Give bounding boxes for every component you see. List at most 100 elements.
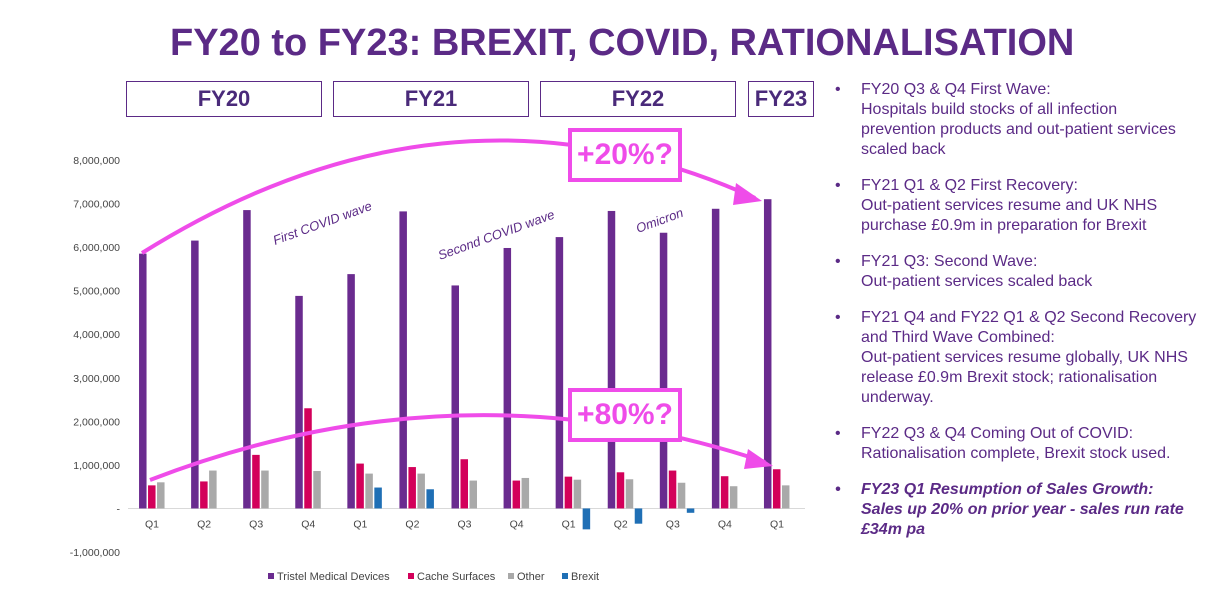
bar-other: [261, 470, 269, 509]
bar-tristel-medical-devices: [711, 208, 720, 509]
bar-brexit: [686, 508, 695, 513]
bar-other: [729, 486, 738, 509]
x-tick-label: Q2: [197, 518, 211, 530]
bar-other: [781, 485, 790, 509]
bullet-line: FY21 Q3: Second Wave:: [861, 253, 1038, 270]
bar-tristel-medical-devices: [295, 295, 303, 509]
y-tick-label: 5,000,000: [73, 286, 120, 298]
bar-other: [469, 480, 477, 509]
bullet-marker: •: [835, 481, 841, 498]
quarterly-sales-chart: -1,000,000-1,000,0002,000,0003,000,0004,…: [70, 138, 805, 583]
bar-other: [365, 473, 373, 509]
bar-tristel-medical-devices: [243, 210, 251, 509]
bullet-line: FY20 Q3 & Q4 First Wave:: [861, 81, 1051, 98]
x-tick-label: Q1: [145, 518, 159, 530]
bar-cache-surfaces: [564, 476, 573, 509]
annotation-omicron: Omicron: [634, 205, 685, 236]
bullet-line: Hospitals build stocks of all infection: [861, 101, 1118, 118]
y-tick-label: -1,000,000: [70, 547, 120, 559]
bar-other: [313, 470, 321, 509]
bar-other: [157, 482, 165, 509]
bullet-marker: •: [835, 425, 841, 442]
x-tick-label: Q4: [718, 518, 732, 530]
legend-label: Other: [517, 571, 545, 583]
x-tick-label: Q1: [353, 518, 367, 530]
bullet-marker: •: [835, 309, 841, 326]
commentary-bullet: • FY21 Q4 and FY22 Q1 & Q2 Second Recover…: [835, 308, 1220, 408]
bottom-arrowhead: [744, 449, 773, 469]
bar-cache-surfaces: [408, 467, 416, 509]
bar-tristel-medical-devices: [191, 240, 199, 509]
bar-tristel-medical-devices: [451, 285, 459, 509]
bar-cache-surfaces: [200, 481, 208, 509]
bullet-line: FY23 Q1 Resumption of Sales Growth:: [861, 481, 1154, 498]
callout-bottom: +80%?: [568, 388, 682, 442]
bar-brexit: [374, 487, 382, 509]
bullet-line: Rationalisation complete, Brexit stock u…: [861, 445, 1171, 462]
bullet-line: Out-patient services scaled back: [861, 273, 1093, 290]
y-tick-label: 7,000,000: [73, 199, 120, 211]
commentary-bullet: • FY22 Q3 & Q4 Coming Out of COVID: Ration…: [835, 424, 1220, 464]
legend-swatch: [562, 573, 568, 579]
bar-other: [625, 479, 634, 509]
y-tick-label: 8,000,000: [73, 155, 120, 167]
x-tick-label: Q1: [562, 518, 576, 530]
legend-swatch: [268, 573, 274, 579]
bar-cache-surfaces: [616, 472, 625, 509]
bar-tristel-medical-devices: [503, 247, 512, 509]
x-tick-label: Q3: [249, 518, 263, 530]
bar-cache-surfaces: [772, 469, 781, 509]
bar-cache-surfaces: [668, 470, 677, 509]
bar-brexit: [582, 508, 591, 530]
bullet-line: underway.: [861, 389, 934, 406]
bullet-line: prevention products and out-patient serv…: [861, 121, 1176, 138]
x-tick-label: Q3: [666, 518, 680, 530]
commentary-bullet: • FY23 Q1 Resumption of Sales Growth: Sale…: [835, 480, 1220, 540]
fy21-header: FY21: [333, 81, 529, 117]
x-tick-label: Q2: [614, 518, 628, 530]
bullet-line: release £0.9m Brexit stock; rationalisat…: [861, 369, 1158, 386]
commentary-bullet: • FY21 Q1 & Q2 First Recovery: Out-patient…: [835, 176, 1220, 236]
callout-top: +20%?: [568, 128, 682, 182]
x-tick-label: Q2: [405, 518, 419, 530]
commentary-list: • FY20 Q3 & Q4 First Wave: Hospitals build…: [835, 80, 1220, 556]
legend-label: Brexit: [571, 571, 599, 583]
bar-tristel-medical-devices: [763, 199, 772, 509]
bar-tristel-medical-devices: [555, 237, 564, 509]
legend-label: Tristel Medical Devices: [277, 571, 390, 583]
bullet-line: FY22 Q3 & Q4 Coming Out of COVID:: [861, 425, 1134, 442]
y-tick-label: -: [117, 503, 121, 515]
bar-tristel-medical-devices: [659, 232, 668, 509]
x-tick-label: Q4: [510, 518, 524, 530]
legend-label: Cache Surfaces: [417, 571, 496, 583]
bar-cache-surfaces: [304, 408, 312, 509]
commentary-bullet: • FY21 Q3: Second Wave: Out-patient servic…: [835, 252, 1220, 292]
bar-other: [209, 470, 217, 509]
annotation-first-covid-wave: First COVID wave: [271, 198, 374, 248]
bullet-line: scaled back: [861, 141, 946, 158]
bullet-line: FY21 Q1 & Q2 First Recovery:: [861, 177, 1078, 194]
bullet-marker: •: [835, 253, 841, 270]
bullet-line: and Third Wave Combined:: [861, 329, 1055, 346]
bar-tristel-medical-devices: [139, 253, 147, 509]
bar-other: [417, 473, 425, 509]
y-tick-label: 1,000,000: [73, 460, 120, 472]
legend-swatch: [508, 573, 514, 579]
bullet-line: Out-patient services resume globally, UK…: [861, 349, 1188, 366]
bullet-line: purchase £0.9m in preparation for Brexit: [861, 217, 1147, 234]
bar-cache-surfaces: [356, 463, 364, 509]
bullet-marker: •: [835, 177, 841, 194]
fy22-header: FY22: [540, 81, 736, 117]
top-arrowhead: [733, 183, 762, 205]
legend-swatch: [408, 573, 414, 579]
bar-other: [573, 479, 582, 509]
x-tick-label: Q4: [301, 518, 315, 530]
bar-cache-surfaces: [720, 476, 729, 509]
bar-tristel-medical-devices: [607, 210, 616, 509]
x-tick-label: Q3: [457, 518, 471, 530]
bar-brexit: [634, 508, 643, 524]
bar-cache-surfaces: [512, 480, 521, 509]
bar-other: [521, 477, 530, 509]
bar-cache-surfaces: [252, 454, 260, 509]
page-title: FY20 to FY23: BREXIT, COVID, RATIONALISA…: [170, 22, 1075, 64]
